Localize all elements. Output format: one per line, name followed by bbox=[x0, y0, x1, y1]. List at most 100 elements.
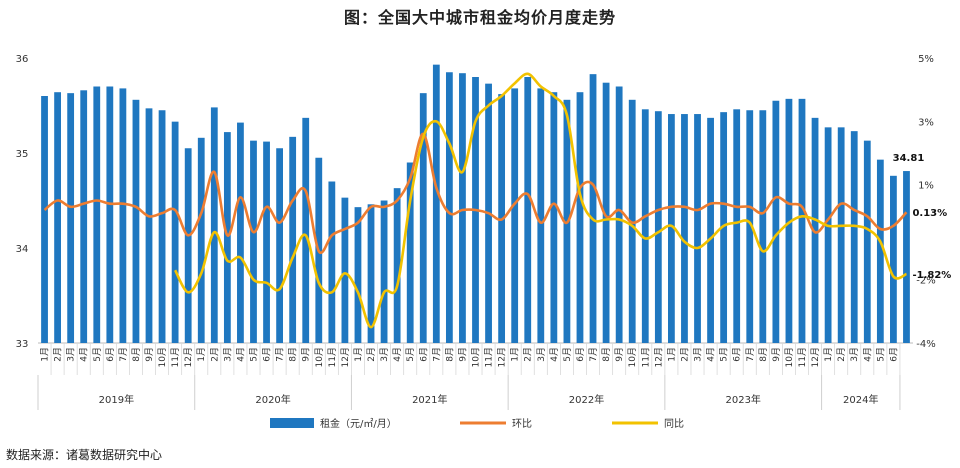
year-label: 2022年 bbox=[569, 393, 604, 406]
legend-yoy-label: 同比 bbox=[664, 418, 684, 430]
right-axis-tick-label: -4% bbox=[916, 339, 935, 350]
month-tick-label: 2月 bbox=[53, 347, 64, 362]
rent-bar bbox=[406, 162, 414, 343]
month-tick-label: 6月 bbox=[888, 347, 899, 362]
rent-bar bbox=[197, 137, 205, 343]
month-tick-label: 3月 bbox=[849, 347, 860, 362]
mom-line bbox=[43, 132, 908, 255]
rent-bar bbox=[276, 148, 283, 343]
month-tick-label: 12月 bbox=[340, 347, 351, 367]
rent-bar bbox=[798, 98, 806, 343]
rent-bar bbox=[746, 110, 754, 343]
month-tick-label: 4月 bbox=[392, 347, 403, 362]
legend-mom-label: 环比 bbox=[512, 418, 532, 430]
rent-bar bbox=[641, 109, 649, 343]
left-axis-tick-label: 33 bbox=[16, 339, 29, 350]
month-tick-label: 7月 bbox=[588, 347, 599, 362]
month-tick-label: 4月 bbox=[79, 347, 90, 362]
legend-rent-label: 租金（元/㎡/月） bbox=[320, 417, 397, 430]
month-tick-label: 8月 bbox=[758, 347, 769, 362]
rent-bar bbox=[589, 74, 597, 344]
rent-bar bbox=[419, 93, 427, 344]
rent-bar bbox=[41, 96, 48, 343]
right-axis-tick-label: 1% bbox=[918, 181, 934, 192]
month-tick-label: 1月 bbox=[823, 347, 834, 362]
rent-bar bbox=[707, 117, 714, 343]
rent-bars bbox=[41, 64, 910, 344]
year-label: 2024年 bbox=[843, 393, 878, 406]
rent-bar bbox=[576, 92, 584, 343]
month-tick-label: 11月 bbox=[484, 347, 495, 367]
month-tick-label: 2月 bbox=[836, 347, 847, 362]
month-tick-label: 11月 bbox=[170, 347, 181, 367]
right-axis-tick-label: -2% bbox=[916, 276, 935, 287]
left-axis-tick-label: 35 bbox=[16, 149, 29, 160]
month-tick-label: 7月 bbox=[745, 347, 756, 362]
rent-bar bbox=[341, 197, 349, 343]
rent-bar bbox=[511, 88, 519, 344]
month-tick-label: 3月 bbox=[693, 347, 704, 362]
month-tick-label: 8月 bbox=[131, 347, 142, 362]
rent-bar bbox=[720, 112, 728, 344]
month-tick-label: 12月 bbox=[810, 347, 821, 367]
rent-bar bbox=[550, 92, 558, 343]
rent-bar bbox=[863, 140, 871, 343]
month-tick-label: 6月 bbox=[575, 347, 586, 362]
month-tick-label: 5月 bbox=[562, 347, 573, 362]
yoy-end-label: -1.82% bbox=[912, 270, 951, 281]
legend-rent-swatch bbox=[270, 418, 314, 428]
rent-bar bbox=[380, 200, 388, 343]
month-tick-label: 2月 bbox=[366, 347, 377, 362]
month-tick-label: 5月 bbox=[719, 347, 730, 362]
left-axis-tick-label: 36 bbox=[16, 54, 29, 65]
year-label: 2020年 bbox=[255, 393, 290, 406]
right-axis-tick-label: 5% bbox=[918, 54, 934, 65]
legend: 租金（元/㎡/月） 环比 同比 bbox=[270, 417, 684, 430]
rent-end-label: 34.81 bbox=[893, 153, 925, 164]
rent-bar bbox=[80, 90, 88, 343]
month-tick-label: 6月 bbox=[418, 347, 429, 362]
month-tick-label: 9月 bbox=[457, 347, 468, 362]
month-tick-label: 4月 bbox=[706, 347, 717, 362]
rent-bar bbox=[171, 121, 179, 344]
mom-end-label: 0.13% bbox=[912, 208, 947, 219]
rent-bar bbox=[210, 107, 218, 344]
rent-bar bbox=[354, 207, 362, 343]
rent-bar bbox=[119, 88, 127, 344]
month-tick-label: 10月 bbox=[314, 347, 325, 367]
month-tick-label: 8月 bbox=[288, 347, 299, 362]
rent-bar bbox=[850, 131, 858, 343]
month-tick-label: 3月 bbox=[66, 347, 77, 362]
rent-bar bbox=[132, 99, 140, 343]
rent-bar bbox=[772, 100, 780, 343]
rent-bar bbox=[837, 127, 845, 343]
month-tick-label: 8月 bbox=[601, 347, 612, 362]
month-tick-label: 12月 bbox=[183, 347, 194, 367]
rent-bar bbox=[759, 110, 767, 343]
rent-bar bbox=[811, 117, 819, 343]
rent-bar bbox=[158, 110, 166, 343]
month-tick-label: 7月 bbox=[431, 347, 442, 362]
rent-bar bbox=[890, 175, 897, 343]
month-tick-label: 2月 bbox=[523, 347, 534, 362]
rent-bar bbox=[876, 159, 884, 343]
chart-title: 图：全国大中城市租金均价月度走势 bbox=[343, 8, 616, 27]
month-tick-label: 10月 bbox=[471, 347, 482, 367]
month-tick-label: 3月 bbox=[536, 347, 547, 362]
data-source-note: 数据来源：诸葛数据研究中心 bbox=[6, 448, 163, 462]
month-tick-label: 11月 bbox=[797, 347, 808, 367]
month-tick-label: 12月 bbox=[497, 347, 508, 367]
rent-bar bbox=[328, 181, 336, 343]
month-tick-label: 3月 bbox=[222, 347, 233, 362]
month-tick-label: 2月 bbox=[679, 347, 690, 362]
month-tick-label: 10月 bbox=[784, 347, 795, 367]
lines bbox=[43, 72, 908, 329]
rent-bar bbox=[524, 77, 532, 343]
rent-bar bbox=[223, 132, 231, 343]
month-tick-label: 7月 bbox=[118, 347, 129, 362]
month-tick-label: 1月 bbox=[510, 347, 521, 362]
month-tick-label: 9月 bbox=[614, 347, 625, 362]
rent-bar bbox=[145, 108, 153, 343]
rent-bar bbox=[445, 72, 453, 343]
